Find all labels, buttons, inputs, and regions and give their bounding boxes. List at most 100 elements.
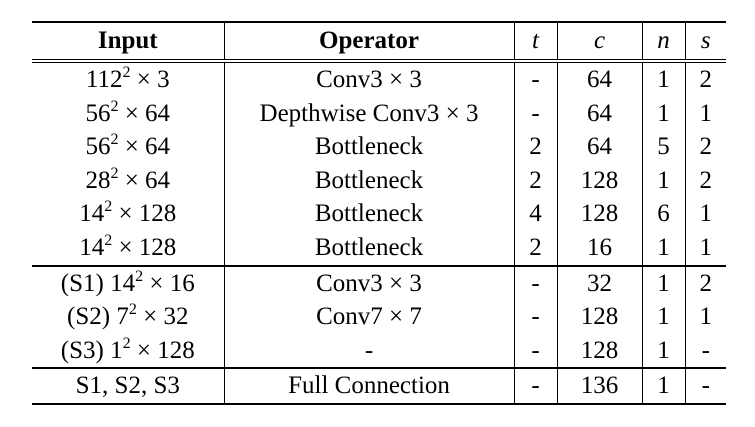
input-base: (S1) 14 [60, 269, 136, 297]
input-dims: × 3 [130, 66, 170, 93]
header-n: n [641, 21, 685, 63]
cell-input: 562 × 64 [32, 97, 224, 131]
table-body: 1122 × 3 Conv3 × 3-64 1 2 562 × 64 Depthwise … [32, 61, 726, 405]
input-base: (S3) 1 [60, 336, 123, 364]
cell-operator: Conv3 × 3 [223, 61, 514, 97]
table-row: (S3) 12 × 128- -128 1- [32, 333, 726, 369]
cell-operator: Bottleneck [223, 197, 514, 231]
cell-c: 136 [556, 367, 642, 405]
cell-s: 1 [684, 230, 726, 266]
header-row: Input Operator t c n s [32, 21, 726, 63]
input-exponent: 2 [122, 64, 131, 81]
cell-c: 128 [556, 333, 642, 369]
cell-s: 2 [684, 61, 726, 97]
cell-input: (S2) 72 × 32 [32, 300, 224, 334]
table-row: (S1) 142 × 16 Conv3 × 3-32 1 2 [32, 264, 726, 301]
cell-t: 4 [513, 197, 557, 231]
input-dims: × 64 [118, 99, 171, 127]
cell-c: 128 [556, 197, 642, 231]
input-dims: × 64 [118, 133, 171, 161]
cell-t: - [513, 96, 557, 131]
cell-input: (S3) 12 × 128 [32, 334, 224, 369]
header-c: c [556, 21, 642, 63]
input-dims: × 128 [112, 233, 177, 261]
header-t: t [513, 21, 557, 63]
cell-t: - [513, 333, 557, 369]
input-base: S1, S2, S3 [75, 372, 180, 400]
input-dims: × 32 [136, 303, 189, 331]
cell-operator: Depthwise Conv3 × 3 [223, 96, 514, 131]
cell-t: - [513, 264, 557, 301]
cell-operator: Bottleneck [223, 130, 514, 164]
cell-t: 2 [513, 163, 557, 198]
input-exponent: 2 [110, 131, 119, 149]
header-operator: Operator [223, 21, 514, 63]
table-row: 562 × 64 Depthwise Conv3 × 3-64 1 1 [32, 96, 726, 131]
cell-c: 64 [556, 61, 642, 97]
cell-input: S1, S2, S3 [32, 367, 224, 405]
table-row: 282 × 64 Bottleneck 2 128 1 2 [32, 163, 726, 198]
cell-n: 1 [641, 230, 685, 266]
input-dims: × 128 [130, 336, 195, 364]
cell-input: 562 × 64 [32, 130, 224, 164]
table-row: 142 × 128 Bottleneck 4 128 6 1 [32, 197, 726, 231]
cell-c: 64 [556, 96, 642, 131]
cell-c: 128 [556, 300, 642, 334]
cell-n: 1 [641, 163, 685, 198]
cell-operator: Bottleneck [223, 230, 514, 266]
cell-t: 2 [513, 130, 557, 164]
input-base: 14 [79, 200, 105, 228]
input-exponent: 2 [110, 97, 119, 115]
architecture-table-container: Input Operator t c n s 1122 × 3 Conv3 × 3… [32, 21, 726, 405]
cell-t: 2 [513, 230, 557, 266]
table-row: (S2) 72 × 32 Conv7 × 7-128 1 1 [32, 300, 726, 334]
cell-operator: Conv7 × 7 [223, 300, 514, 334]
input-base: 56 [85, 133, 111, 161]
cell-s: 1 [684, 197, 726, 231]
cell-s: 2 [684, 163, 726, 198]
cell-operator: Bottleneck [223, 163, 514, 198]
cell-n: 1 [641, 61, 685, 97]
input-base: 112 [85, 66, 123, 93]
input-exponent: 2 [122, 334, 131, 352]
cell-c: 64 [556, 130, 642, 164]
input-exponent: 2 [110, 164, 119, 182]
input-dims: × 16 [143, 269, 195, 297]
cell-c: 32 [556, 264, 642, 301]
table-row: 1122 × 3 Conv3 × 3-64 1 2 [32, 61, 726, 97]
input-base: 28 [85, 166, 111, 194]
cell-s: 2 [684, 264, 726, 301]
cell-input: 142 × 128 [32, 197, 224, 231]
input-base: (S2) 7 [67, 303, 129, 331]
cell-s: - [684, 333, 726, 369]
cell-operator: - [223, 333, 514, 369]
cell-operator: Conv3 × 3 [223, 264, 514, 301]
cell-input: 282 × 64 [32, 164, 224, 198]
cell-n: 1 [641, 300, 685, 334]
input-exponent: 2 [135, 267, 144, 285]
cell-s: 1 [684, 300, 726, 334]
input-dims: × 128 [112, 200, 177, 228]
cell-c: 16 [556, 230, 642, 266]
table-header: Input Operator t c n s [32, 21, 726, 63]
cell-t: - [513, 61, 557, 97]
input-dims: × 64 [118, 166, 171, 194]
cell-input: 142 × 128 [32, 231, 224, 266]
cell-t: - [513, 367, 557, 405]
cell-n: 1 [641, 96, 685, 131]
cell-s: 1 [684, 96, 726, 131]
architecture-table: Input Operator t c n s 1122 × 3 Conv3 × 3… [32, 21, 726, 405]
cell-n: 1 [641, 367, 685, 405]
header-input: Input [32, 21, 224, 63]
table-row: S1, S2, S3 Full Connection -136 1- [32, 367, 726, 405]
cell-n: 1 [641, 264, 685, 301]
cell-s: 2 [684, 130, 726, 164]
cell-t: - [513, 300, 557, 334]
cell-c: 128 [556, 163, 642, 198]
cell-s: - [684, 367, 726, 405]
input-exponent: 2 [128, 301, 137, 319]
input-base: 14 [79, 233, 105, 261]
table-row: 562 × 64 Bottleneck 2 64 5 2 [32, 130, 726, 164]
cell-n: 5 [641, 130, 685, 164]
input-exponent: 2 [104, 231, 113, 249]
